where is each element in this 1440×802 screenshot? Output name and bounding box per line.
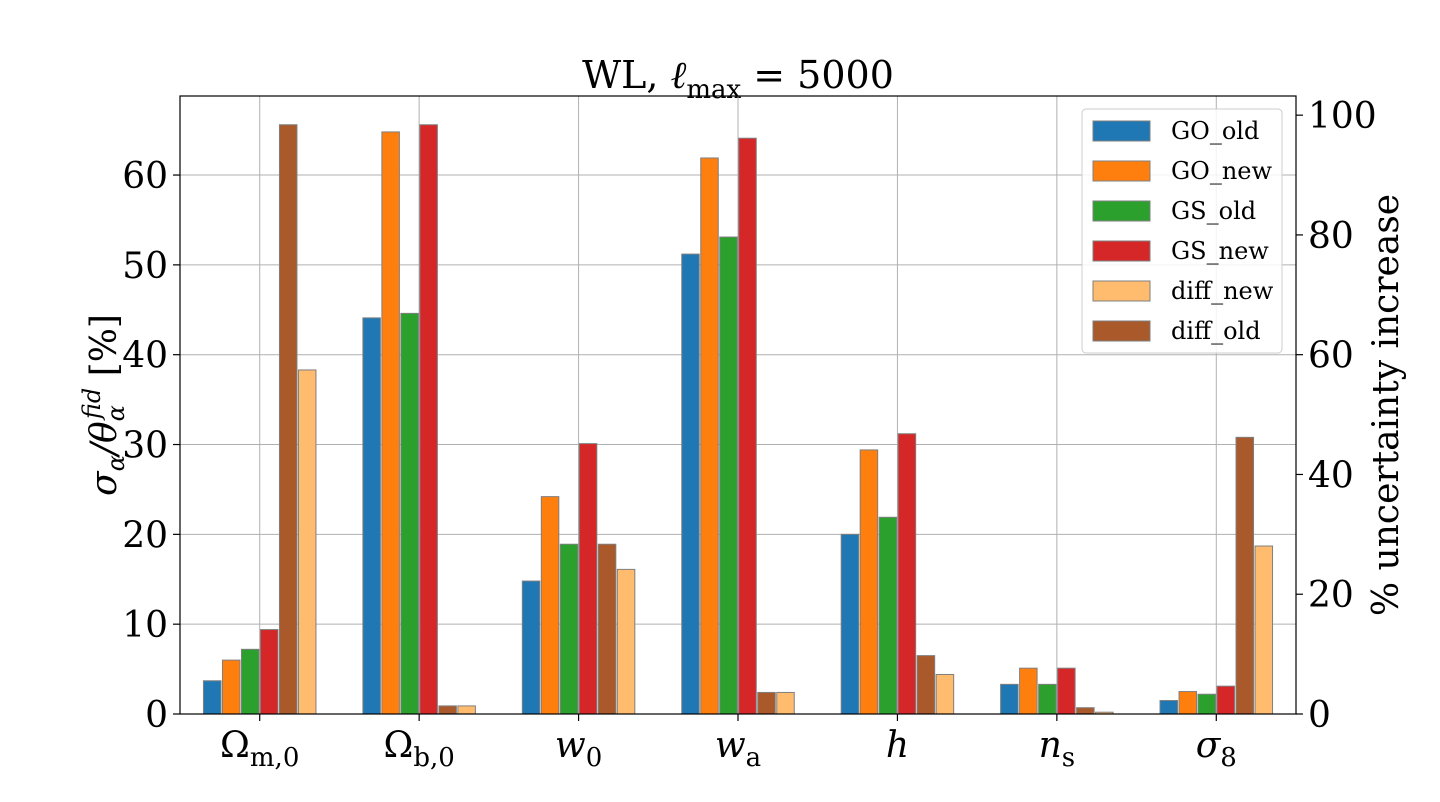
bar-diff_old-2 xyxy=(616,568,636,715)
y-tick-label-right: 60 xyxy=(1308,336,1354,377)
x-tick-label: Ωb,0 xyxy=(383,725,454,773)
bar-GS_old-4 xyxy=(878,516,898,715)
bar-GO_new-3 xyxy=(700,157,719,715)
y-tick-label-left: 0 xyxy=(145,695,168,736)
bar-GO_new-6 xyxy=(1178,691,1198,715)
bar-diff_old-1 xyxy=(457,705,476,715)
bar-GO_old-5 xyxy=(1000,683,1019,715)
bar-diff_old-3 xyxy=(776,691,795,715)
bar-diff_old-4 xyxy=(935,673,955,715)
right-axis: 0 20 40 60 80 100 xyxy=(1296,96,1377,736)
y-tick-label-right: 20 xyxy=(1308,575,1354,616)
x-tick-label: ns xyxy=(1039,725,1076,773)
x-tick-label: Ωm,0 xyxy=(220,725,299,773)
left-axis: 0 10 20 30 40 50 60 xyxy=(122,156,180,736)
bar-GO_old-3 xyxy=(681,253,700,715)
y-axis-label-right: % uncertainty increase xyxy=(1366,194,1407,616)
bar-diff_new-3 xyxy=(757,691,776,715)
bar-GO_old-4 xyxy=(840,533,860,715)
y-tick-label-right: 40 xyxy=(1308,455,1354,496)
x-tick-label: wa xyxy=(715,725,761,773)
bar-diff_new-0 xyxy=(278,124,298,715)
bar-GS_old-1 xyxy=(400,312,419,715)
bar-GO_old-1 xyxy=(362,317,381,715)
bar-GS_old-3 xyxy=(719,236,738,715)
legend-swatch-GO_old xyxy=(1092,120,1151,142)
x-tick-label: h xyxy=(886,725,909,766)
legend-swatch-diff_old xyxy=(1092,320,1151,342)
x-tick-label: w0 xyxy=(555,725,602,773)
legend-swatch-GS_old xyxy=(1092,200,1151,222)
legend-label-GS_old: GS_old xyxy=(1171,197,1256,225)
y-tick-label-left: 40 xyxy=(122,336,168,377)
legend-label-diff_old: diff_old xyxy=(1171,317,1261,345)
bar-GS_new-1 xyxy=(419,124,438,715)
bar-GO_old-2 xyxy=(521,580,541,715)
bar-diff_new-6 xyxy=(1235,436,1255,715)
bar-GS_new-5 xyxy=(1057,667,1076,715)
bar-diff_old-0 xyxy=(297,369,317,715)
bars xyxy=(202,124,1274,715)
bar-GO_new-4 xyxy=(859,449,879,715)
bar-GO_new-5 xyxy=(1019,667,1038,715)
bar-diff_new-4 xyxy=(916,655,936,715)
bar-GS_old-5 xyxy=(1038,683,1057,715)
bar-GS_old-0 xyxy=(240,648,260,715)
bar-GS_old-2 xyxy=(559,543,579,715)
bar-GS_new-3 xyxy=(738,137,757,715)
bar-GO_old-6 xyxy=(1159,700,1179,715)
y-tick-label-right: 100 xyxy=(1308,96,1377,137)
bar-GO_new-0 xyxy=(221,659,241,715)
legend-label-GO_new: GO_new xyxy=(1171,157,1273,185)
bar-GS_new-6 xyxy=(1216,685,1236,715)
legend: GO_old GO_new GS_old GS_new diff_new diff_old xyxy=(1081,108,1283,354)
y-tick-label-right: 0 xyxy=(1308,695,1331,736)
legend-swatch-GO_new xyxy=(1092,160,1151,182)
bar-GS_old-6 xyxy=(1197,693,1217,715)
bar-diff_new-5 xyxy=(1076,707,1095,715)
bar-GO_new-2 xyxy=(540,496,560,715)
y-tick-label-left: 50 xyxy=(122,246,168,287)
bar-GS_new-4 xyxy=(897,433,917,715)
y-tick-label-right: 80 xyxy=(1308,216,1354,257)
legend-swatch-diff_new xyxy=(1092,280,1151,302)
y-axis-label-left: σα/θαfid [%] xyxy=(78,314,130,496)
bar-diff_new-1 xyxy=(438,705,457,715)
bar-diff_new-2 xyxy=(597,543,617,715)
x-tick-label: σ8 xyxy=(1196,725,1237,773)
bar-diff_old-6 xyxy=(1254,545,1274,715)
bar-GO_old-0 xyxy=(202,680,222,715)
legend-label-GO_old: GO_old xyxy=(1171,117,1259,145)
bar-GS_new-2 xyxy=(578,443,598,715)
y-tick-label-left: 20 xyxy=(122,515,168,556)
bar-GS_new-0 xyxy=(259,629,279,715)
x-axis: Ωm,0 Ωb,0 w0 wa h ns σ8 xyxy=(220,714,1237,773)
legend-label-GS_new: GS_new xyxy=(1171,237,1269,265)
y-tick-label-left: 10 xyxy=(122,605,168,646)
y-tick-label-left: 60 xyxy=(122,156,168,197)
legend-label-diff_new: diff_new xyxy=(1171,277,1274,305)
legend-swatch-GS_new xyxy=(1092,240,1151,262)
bar-GO_new-1 xyxy=(381,131,400,715)
y-tick-label-left: 30 xyxy=(122,426,168,467)
